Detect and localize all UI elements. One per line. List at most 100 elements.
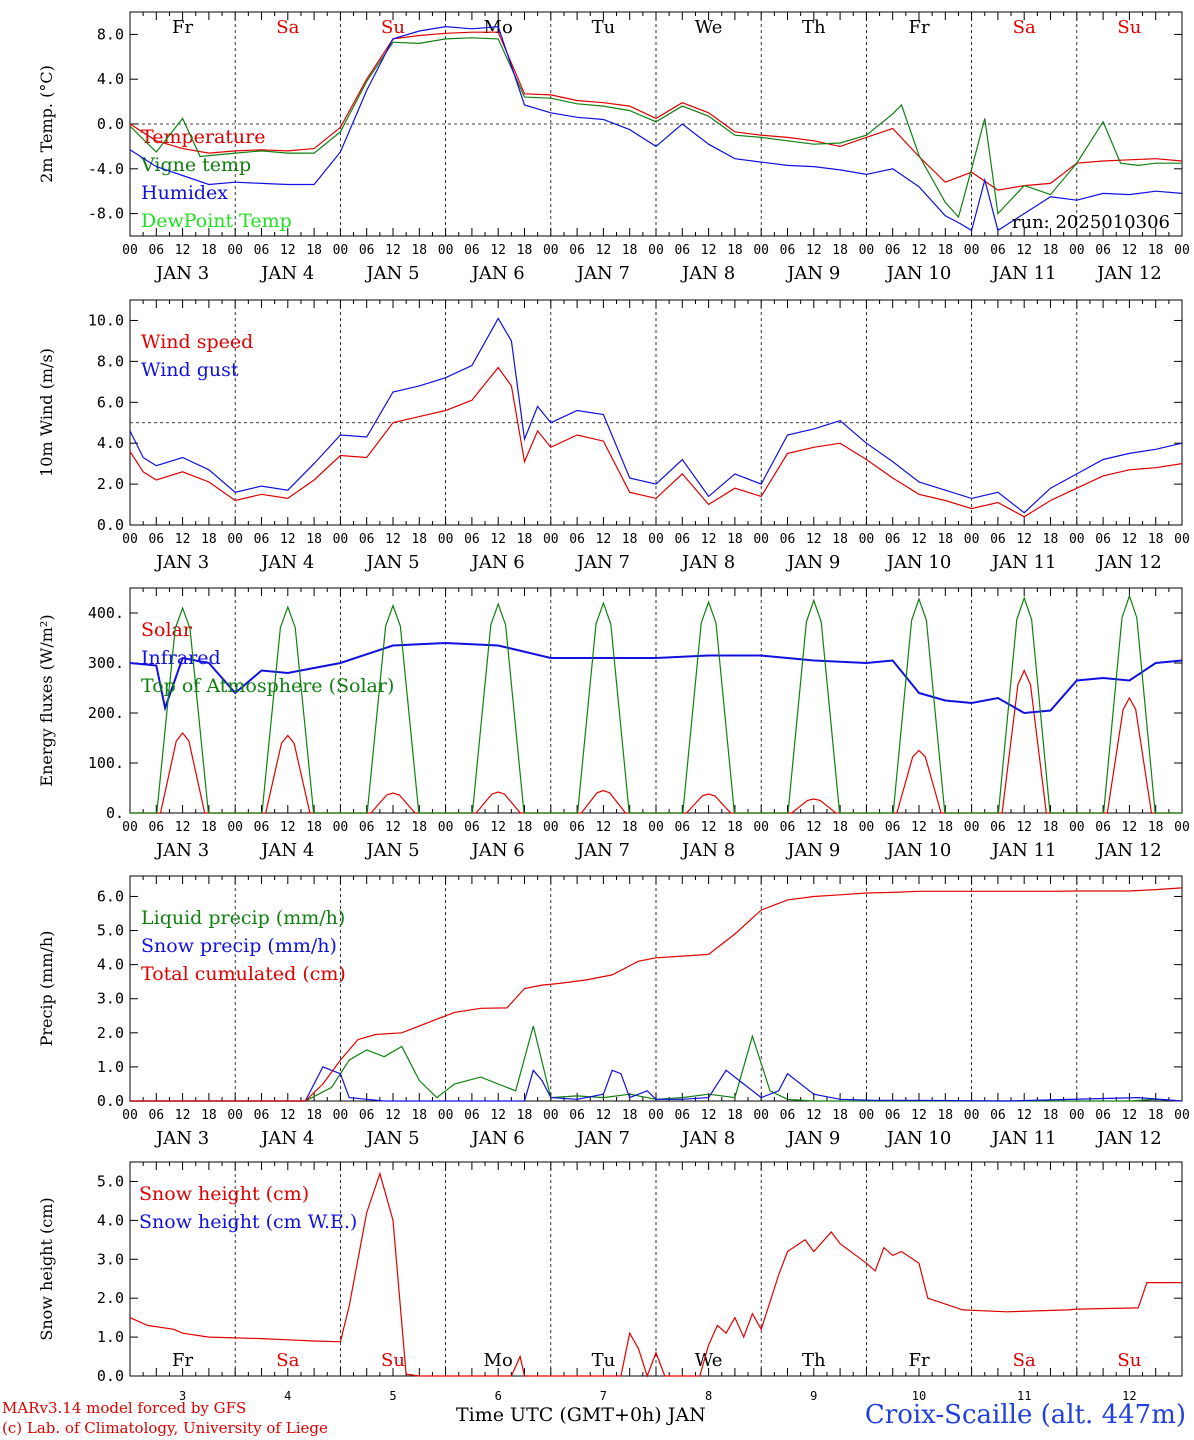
- weekday-label: Mo: [484, 1350, 513, 1371]
- hour-tick-label: 12: [806, 1108, 822, 1123]
- date-label: JAN 9: [785, 1128, 840, 1149]
- hour-tick-label: 18: [832, 243, 848, 258]
- hour-tick-label: 06: [464, 820, 480, 835]
- hour-tick-label: 06: [990, 1108, 1006, 1123]
- series-line-wind-speed: [129, 366, 1183, 518]
- day-number: 4: [284, 1389, 291, 1403]
- hour-tick-label: 18: [832, 1108, 848, 1123]
- hour-tick-label: 18: [201, 243, 217, 258]
- date-label: JAN 10: [885, 263, 952, 284]
- hour-tick-label: 06: [674, 1108, 690, 1123]
- hour-tick-label: 00: [438, 532, 454, 547]
- hour-tick-label: 18: [517, 532, 533, 547]
- hour-tick-label: 12: [490, 243, 506, 258]
- hour-tick-label: 12: [806, 243, 822, 258]
- date-label: JAN 5: [364, 552, 419, 573]
- legend-entry: Snow height (cm W.E.): [139, 1211, 357, 1233]
- hour-tick-label: 12: [701, 532, 717, 547]
- date-label: JAN 11: [990, 1128, 1057, 1149]
- hour-tick-label: 18: [201, 532, 217, 547]
- hour-tick-label: 12: [280, 243, 296, 258]
- hour-tick-label: 06: [1095, 820, 1111, 835]
- hour-tick-label: 12: [1016, 820, 1032, 835]
- panel-5: 0.0 1.0 2.0 3.0 4.0 5.0 Snow height (cm) Fr Sa Su…: [37, 1161, 1183, 1403]
- hour-tick-label: 00: [438, 1108, 454, 1123]
- hour-tick-label: 18: [1148, 532, 1164, 547]
- y-tick-label: -4.0: [88, 160, 124, 178]
- hour-tick-label: 18: [517, 243, 533, 258]
- hour-tick-label: 06: [464, 1108, 480, 1123]
- legend-entry: Infrared: [141, 647, 221, 669]
- copyright-line: (c) Lab. of Climatology, University of L…: [2, 1419, 328, 1437]
- hour-tick-label: 18: [306, 820, 322, 835]
- date-label: JAN 3: [154, 840, 209, 861]
- hour-tick-label: 00: [964, 243, 980, 258]
- date-label: JAN 7: [575, 263, 630, 284]
- hour-tick-label: 18: [517, 820, 533, 835]
- date-label: JAN 5: [364, 840, 419, 861]
- date-label: JAN 4: [259, 552, 314, 573]
- series-line-top-of-atmosphere-solar-: [130, 594, 1182, 814]
- legend-entry: Top of Atmosphere (Solar): [141, 675, 394, 697]
- y-tick-label: 4.0: [97, 70, 124, 88]
- series-line-wind-gust: [129, 317, 1183, 514]
- legend-entry: Snow precip (mm/h): [141, 935, 337, 957]
- hour-tick-label: 06: [780, 820, 796, 835]
- date-label: JAN 7: [575, 840, 630, 861]
- y-tick-label: 1.0: [97, 1328, 124, 1346]
- date-label: JAN 9: [785, 840, 840, 861]
- hour-tick-label: 00: [1174, 243, 1190, 258]
- y-tick-label: 0.0: [97, 1092, 124, 1110]
- series-line-humidex: [129, 25, 1183, 232]
- hour-tick-label: 06: [569, 820, 585, 835]
- hour-tick-label: 18: [937, 1108, 953, 1123]
- hour-tick-label: 06: [569, 1108, 585, 1123]
- weekday-label: Sa: [1013, 1350, 1036, 1371]
- date-label: JAN 10: [885, 552, 952, 573]
- weekday-label: Tu: [592, 17, 616, 38]
- hour-tick-label: 12: [385, 1108, 401, 1123]
- legend-entry: Wind gust: [141, 359, 239, 381]
- hour-tick-label: 00: [964, 1108, 980, 1123]
- hour-tick-label: 06: [674, 532, 690, 547]
- weekday-label: Fr: [172, 1350, 193, 1371]
- hour-tick-label: 18: [1043, 532, 1059, 547]
- legend-entry: Total cumulated (cm): [141, 963, 346, 985]
- y-tick-label: 5.0: [97, 1172, 124, 1190]
- y-tick-label: 6.0: [97, 887, 124, 905]
- hour-tick-label: 12: [175, 820, 191, 835]
- hour-tick-label: 18: [1148, 243, 1164, 258]
- date-label: JAN 6: [470, 552, 525, 573]
- hour-tick-label: 06: [674, 820, 690, 835]
- hour-tick-label: 06: [1095, 532, 1111, 547]
- hour-tick-label: 12: [1016, 532, 1032, 547]
- hour-tick-label: 00: [543, 820, 559, 835]
- hour-tick-label: 06: [254, 243, 270, 258]
- hour-tick-label: 18: [727, 243, 743, 258]
- hour-tick-label: 18: [622, 1108, 638, 1123]
- hour-tick-label: 06: [885, 243, 901, 258]
- date-label: JAN 11: [990, 263, 1057, 284]
- hour-tick-label: 12: [1016, 1108, 1032, 1123]
- model-line: MARv3.14 model forced by GFS: [2, 1399, 247, 1417]
- weekday-label: Su: [1117, 17, 1141, 38]
- legend-entry: Temperature: [141, 126, 265, 148]
- y-tick-label: 2.0: [97, 1289, 124, 1307]
- hour-tick-label: 00: [122, 1108, 138, 1123]
- hour-tick-label: 00: [333, 243, 349, 258]
- hour-tick-label: 12: [175, 532, 191, 547]
- date-label: JAN 9: [785, 263, 840, 284]
- hour-tick-label: 12: [701, 1108, 717, 1123]
- hour-tick-label: 12: [1122, 532, 1138, 547]
- hour-tick-label: 12: [596, 820, 612, 835]
- plot-frame: [129, 587, 1183, 814]
- date-label: JAN 11: [990, 552, 1057, 573]
- hour-tick-label: 06: [780, 1108, 796, 1123]
- credits: MARv3.14 model forced by GFS (c) Lab. of…: [2, 1398, 328, 1438]
- hour-tick-label: 06: [569, 532, 585, 547]
- hour-tick-label: 18: [727, 532, 743, 547]
- weekday-label: Fr: [908, 1350, 929, 1371]
- hour-tick-label: 18: [201, 820, 217, 835]
- y-tick-label: 100.: [88, 754, 124, 772]
